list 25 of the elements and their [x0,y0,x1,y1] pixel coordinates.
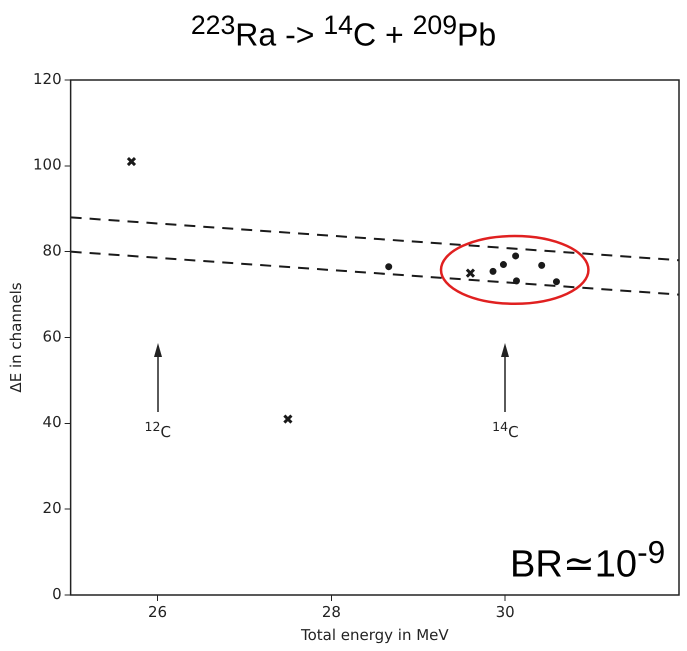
point [490,268,497,275]
point [552,278,560,286]
y-tick-label: 80 [42,242,62,260]
point [385,263,392,270]
point [512,252,520,260]
y-tick-label: 60 [42,327,62,346]
x-tick-label: 26 [148,602,168,621]
point [465,268,476,278]
chart-title: $^{223}$Ra -> $^{14}$C + $^{209}$Pb [190,10,498,54]
x-tick-label: 30 [496,602,515,621]
y-axis-title: ΔE in channels [6,282,25,393]
y-tick-label: 0 [52,584,62,603]
point [126,156,137,167]
x-tick-label: 28 [322,602,341,621]
x-axis-title: Total energy in MeV [300,626,450,644]
y-tick-label: 120 [32,70,62,88]
y-tick-label: 40 [42,413,62,432]
ref-line-label: $^{14}$C [492,419,519,442]
point [282,414,293,424]
ref-line-label: $^{12}$C [144,419,171,442]
annotation: BR≃10$^{-9}$ [510,534,666,587]
y-tick-label: 20 [42,499,62,518]
y-tick-label: 100 [32,156,62,174]
point [500,261,507,268]
point [538,262,546,269]
